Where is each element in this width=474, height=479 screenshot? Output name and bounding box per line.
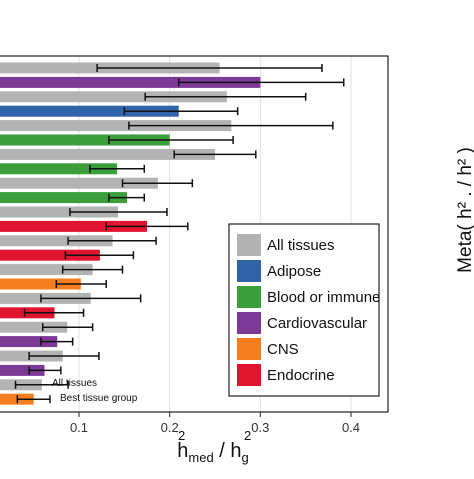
error-bar	[67, 236, 157, 245]
legend-label: Cardiovascular	[267, 315, 367, 332]
bar	[0, 177, 158, 189]
bar	[0, 120, 232, 132]
error-bar	[64, 251, 135, 260]
bar	[0, 336, 58, 348]
error-bar	[177, 78, 345, 87]
error-bar	[105, 222, 189, 231]
error-bar	[61, 265, 124, 274]
x-tick-label: 0.2	[161, 420, 179, 435]
error-bar	[69, 208, 168, 216]
bar	[0, 235, 113, 247]
bar	[0, 278, 81, 290]
annotation-all-tissues: All tissues	[52, 378, 97, 389]
bar	[0, 163, 118, 175]
legend-swatch	[237, 312, 261, 334]
bar	[0, 148, 215, 160]
legend-label: Adipose	[267, 263, 321, 280]
xlabel-sup-left: 2	[178, 428, 185, 443]
right-axis-label: Meta( h² . / h² )	[455, 147, 474, 273]
legend-swatch	[237, 364, 261, 386]
error-bar	[40, 294, 142, 303]
error-bar	[41, 323, 94, 332]
bar	[0, 249, 100, 261]
legend-label: Blood or immune	[267, 289, 380, 306]
error-bar	[14, 380, 69, 389]
bar	[0, 134, 170, 146]
bar	[0, 76, 261, 88]
error-bar	[121, 179, 194, 188]
legend-swatch	[237, 338, 261, 360]
error-bar	[55, 280, 107, 288]
bar	[0, 105, 179, 117]
x-tick-label: 0.4	[342, 420, 360, 435]
error-bar	[89, 164, 146, 173]
legend-swatch	[237, 234, 261, 256]
bar	[0, 220, 147, 232]
plot-border	[0, 55, 389, 413]
error-bar	[28, 366, 62, 375]
error-bar	[144, 92, 307, 101]
xlabel-h-right: h	[230, 440, 241, 462]
bar	[0, 321, 68, 333]
xlabel-sup-right: 2	[244, 428, 251, 443]
xlabel-separator: /	[214, 440, 231, 462]
bar	[0, 91, 227, 103]
error-bar	[28, 352, 100, 360]
error-bar	[128, 121, 334, 130]
bar	[0, 264, 93, 276]
x-axis-label: hmed / hg	[177, 440, 248, 465]
xlabel-sub-g: g	[241, 450, 248, 465]
bar	[0, 206, 118, 218]
error-bar	[173, 150, 257, 159]
annotation-best-tissue-group: Best tissue group	[60, 393, 138, 404]
xlabel-sub-med: med	[188, 450, 213, 465]
legend-label: CNS	[267, 341, 299, 358]
bar	[0, 192, 128, 204]
legend-swatch	[237, 286, 261, 308]
error-bar	[23, 308, 85, 317]
legend-swatch	[237, 260, 261, 282]
xlabel-h-left: h	[177, 440, 188, 462]
error-bar	[123, 107, 239, 116]
error-bar	[108, 193, 146, 202]
x-tick-label: 0.3	[251, 420, 269, 435]
x-tick-label: 0.1	[70, 420, 88, 435]
legend-label: All tissues	[267, 237, 335, 254]
error-bar	[96, 64, 323, 72]
error-bar	[108, 136, 234, 144]
legend: All tissues Adipose Blood or immune Cardiov…	[228, 223, 380, 397]
error-bar	[40, 337, 74, 346]
legend-label: Endocrine	[267, 367, 335, 384]
error-bar	[16, 395, 51, 404]
bar	[0, 364, 45, 376]
